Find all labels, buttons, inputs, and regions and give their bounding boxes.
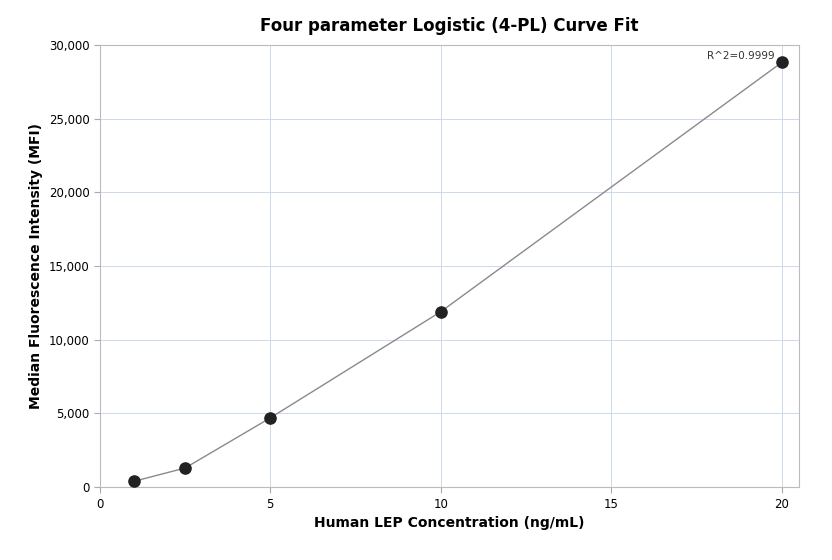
Point [434, 307, 448, 316]
Title: Four parameter Logistic (4-PL) Curve Fit: Four parameter Logistic (4-PL) Curve Fit [260, 17, 638, 35]
Point [775, 58, 789, 67]
X-axis label: Human LEP Concentration (ng/mL): Human LEP Concentration (ng/mL) [314, 516, 585, 530]
Y-axis label: Median Fluorescence Intensity (MFI): Median Fluorescence Intensity (MFI) [29, 123, 43, 409]
Point [178, 464, 191, 473]
Text: R^2=0.9999: R^2=0.9999 [707, 51, 775, 60]
Point [127, 477, 141, 486]
Point [264, 413, 277, 422]
